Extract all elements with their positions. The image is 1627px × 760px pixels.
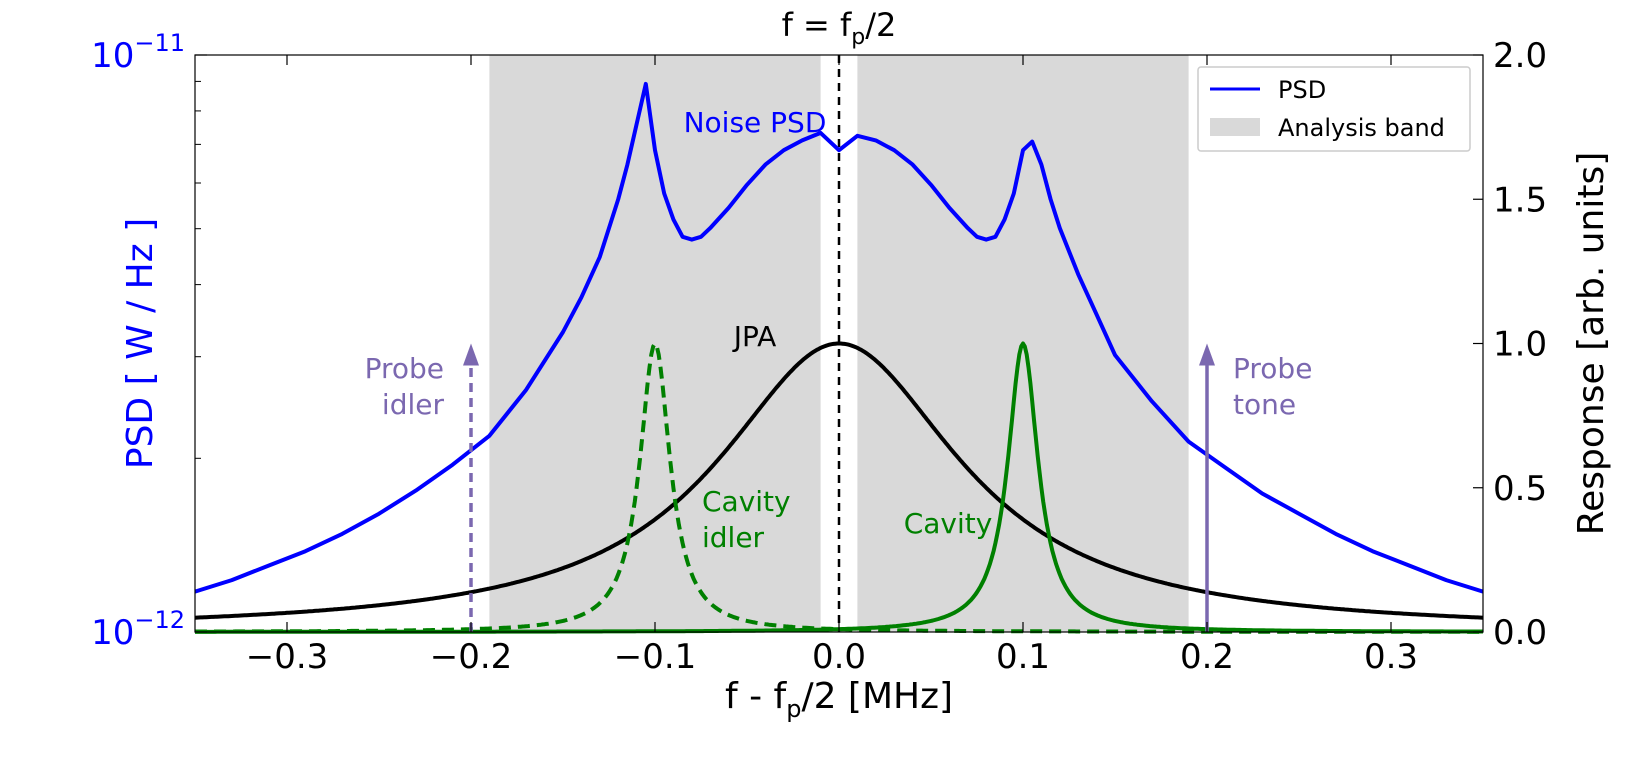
legend-box [1197, 66, 1471, 152]
x-axis-label-tail: /2 [MHz] [801, 676, 953, 717]
chart-title-main: f = f [782, 6, 852, 44]
x-axis-label: f - fp/2 [MHz] [725, 676, 953, 723]
x-tick-label: −0.3 [246, 637, 329, 677]
y-left-tick-exponent: −11 [134, 29, 185, 57]
legend-entry-analysis-band-label: Analysis band [1278, 114, 1445, 142]
x-tick-label: 0.2 [1180, 637, 1234, 677]
x-tick-label: −0.2 [430, 637, 513, 677]
annotation-probe-tone-line: Probe [1233, 352, 1312, 385]
chart-title-subscript: p [851, 25, 865, 50]
annotation-cavity: Cavity [904, 507, 993, 540]
annotation-probe-tone-line: tone [1233, 388, 1296, 421]
y-right-tick-label: 0.0 [1493, 613, 1547, 653]
x-axis-label-subscript: p [786, 695, 801, 723]
legend-entry-psd-label: PSD [1278, 76, 1326, 104]
annotation-noise-psd: Noise PSD [684, 106, 827, 139]
annotation-cavity-idler-line: Cavity [702, 485, 791, 518]
x-axis-label-main: f - f [725, 676, 788, 717]
x-tick-label: 0.0 [812, 637, 866, 677]
chart-title: f = fp/2 [782, 6, 897, 50]
y-left-tick-base: 10 [91, 36, 134, 76]
annotation-jpa-line: JPA [732, 320, 777, 353]
x-tick-label: 0.3 [1364, 637, 1418, 677]
annotation-cavity-idler-line: idler [702, 521, 765, 554]
annotation-cavity-idler: Cavity idler [702, 485, 791, 554]
legend: PSD Analysis band [1197, 66, 1471, 152]
y-left-tick-exponent: −12 [134, 606, 185, 634]
legend-entry-analysis-band-swatch [1210, 118, 1260, 136]
y-right-tick-label: 0.5 [1493, 469, 1547, 509]
annotation-probe-idler: Probe idler [365, 352, 445, 421]
y-right-tick-label: 1.0 [1493, 325, 1547, 365]
arrow-layer [463, 343, 1215, 632]
annotation-cavity-line: Cavity [904, 507, 993, 540]
x-tick-label: −0.1 [614, 637, 697, 677]
chart-title-tail: /2 [865, 6, 896, 44]
y-right-tick-label: 1.5 [1493, 180, 1547, 220]
y-right-axis-label: Response [arb. units] [1571, 152, 1612, 536]
probe-idler-arrow-head [463, 343, 479, 366]
annotation-jpa: JPA [732, 320, 777, 353]
annotation-noise-psd-line: Noise PSD [684, 106, 827, 139]
y-left-tick-base: 10 [91, 613, 134, 653]
y-left-tick-label: 10−12 [91, 606, 185, 653]
y-right-tick-label: 2.0 [1493, 36, 1547, 76]
x-tick-label: 0.1 [996, 637, 1050, 677]
y-left-axis-label: PSD [ W / Hz ] [120, 218, 161, 469]
tick-layer [195, 54, 1483, 633]
probe-tone-arrow-head [1199, 343, 1215, 366]
annotation-probe-tone: Probe tone [1233, 352, 1312, 421]
series-jpa [194, 341, 1484, 620]
annotation-probe-idler-line: idler [382, 388, 445, 421]
annotation-probe-idler-line: Probe [365, 352, 444, 385]
y-left-tick-label: 10−11 [91, 29, 185, 76]
series-psd [194, 81, 1484, 594]
